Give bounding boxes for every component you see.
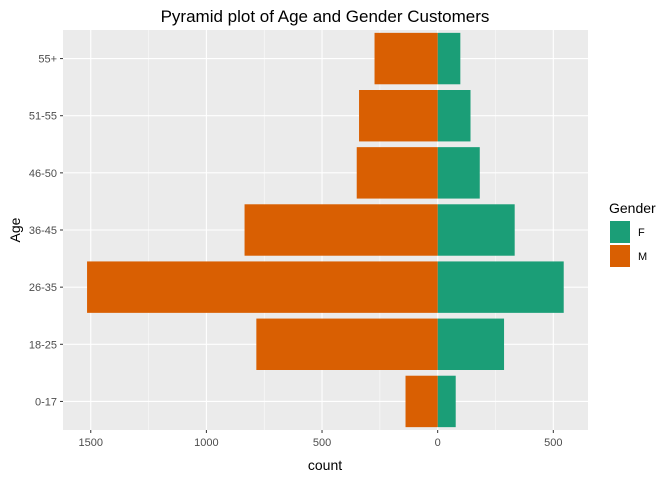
legend: Gender FM xyxy=(609,200,656,267)
x-axis-title: count xyxy=(308,457,342,473)
y-tick-label: 36-45 xyxy=(29,225,57,237)
x-axis: 1500 1000 500 0 500 xyxy=(79,430,562,449)
bar-m-51-55 xyxy=(359,90,438,142)
x-tick-label: 1000 xyxy=(194,437,218,449)
y-tick-label: 55+ xyxy=(38,54,57,66)
legend-key-f xyxy=(610,221,630,243)
y-tick-label: 51-55 xyxy=(29,111,57,123)
x-tick-label: 1500 xyxy=(79,437,103,449)
bar-m-18-25 xyxy=(256,318,438,370)
bar-m-55+ xyxy=(374,32,438,85)
bar-f-46-50 xyxy=(437,147,480,199)
bar-m-46-50 xyxy=(356,147,438,199)
y-axis: 0-17 18-25 26-35 36-45 46-50 51-55 55+ xyxy=(29,54,63,408)
y-tick-label: 0-17 xyxy=(35,396,57,408)
bar-m-26-35 xyxy=(87,261,438,313)
bars xyxy=(87,32,564,428)
y-tick-label: 18-25 xyxy=(29,339,57,351)
bar-f-0-17 xyxy=(437,375,456,428)
bar-f-51-55 xyxy=(437,90,471,142)
y-tick-label: 26-35 xyxy=(29,282,57,294)
bar-f-36-45 xyxy=(437,204,515,256)
legend-title: Gender xyxy=(609,200,656,216)
bar-f-55+ xyxy=(437,32,461,85)
legend-label-f: F xyxy=(638,227,645,239)
bar-m-36-45 xyxy=(244,204,438,256)
x-tick-label: 0 xyxy=(435,437,441,449)
x-tick-label: 500 xyxy=(313,437,331,449)
bar-f-26-35 xyxy=(437,261,564,313)
legend-label-m: M xyxy=(638,251,647,263)
y-axis-title: Age xyxy=(7,217,23,242)
bar-f-18-25 xyxy=(437,318,505,370)
y-tick-label: 46-50 xyxy=(29,168,57,180)
chart-title: Pyramid plot of Age and Gender Customers xyxy=(161,7,490,26)
x-tick-label: 500 xyxy=(544,437,562,449)
bar-m-0-17 xyxy=(405,375,438,428)
legend-key-m xyxy=(610,245,630,267)
